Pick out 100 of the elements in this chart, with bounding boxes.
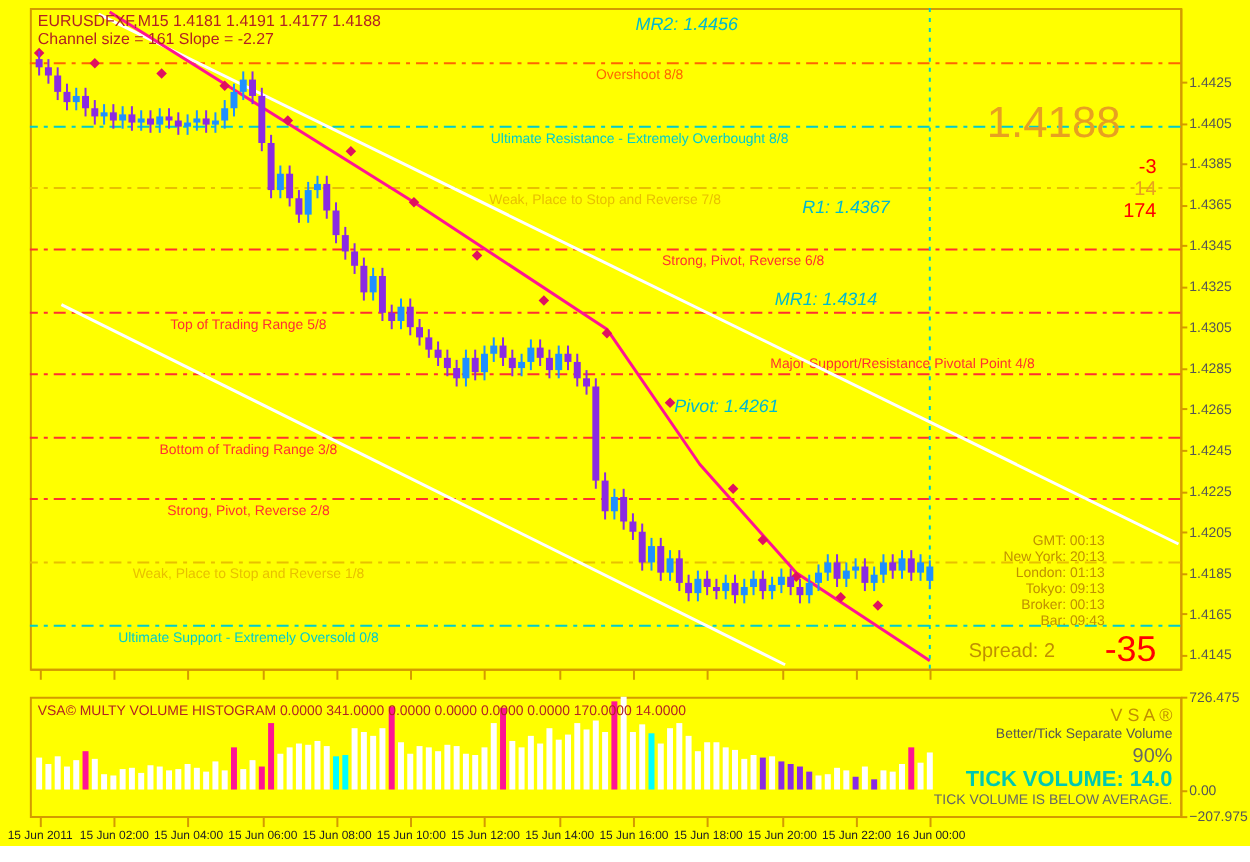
candlestick [499,336,507,368]
candlestick [230,82,238,118]
point [471,250,483,261]
candlestick [378,266,386,323]
candlestick [82,86,90,118]
candlestick [787,567,795,597]
bar [880,770,887,790]
annotation: 90% [1132,746,1173,769]
candlestick [861,557,869,593]
candlestick [397,297,405,331]
annotation: 14 [1134,179,1158,202]
candlestick [323,174,331,220]
bar [871,779,878,790]
point [727,483,739,495]
candlestick [211,111,219,134]
candlestick [295,189,303,224]
candlestick [267,133,275,200]
point [757,534,769,546]
bar [333,756,340,790]
candlestick [425,328,433,359]
bar [230,747,237,790]
candlestick [119,105,127,130]
candlestick [360,256,368,302]
candlestick [313,174,321,200]
candlestick [852,557,860,580]
candlestick [128,105,136,132]
candlestick [583,369,591,396]
bar [221,770,228,790]
annotation: TICK VOLUME: 14.0 [965,768,1173,793]
candlestick [109,103,117,130]
candlestick [341,225,349,261]
candlestick [555,344,563,380]
candlestick [629,512,637,541]
bar [82,751,89,790]
bar [277,753,284,790]
annotation: MR1: 1.4314 [774,288,878,309]
candlestick [722,573,730,601]
candlestick [907,549,915,582]
candlestick [388,303,396,331]
candlestick [184,113,192,136]
bar [769,756,776,790]
candlestick [666,549,674,582]
candlestick [369,266,377,302]
candlestick [824,553,832,582]
annotation: MR2: 1.4456 [635,13,738,34]
candlestick [694,569,702,603]
candlestick [91,99,99,126]
candlestick [759,569,767,601]
bar [490,723,497,790]
candlestick [221,99,229,130]
candlestick [527,338,535,372]
bar [778,761,785,790]
bar [861,766,868,790]
candlestick [889,553,897,580]
candlestick [870,565,878,593]
candlestick [239,70,247,102]
candlestick [545,348,553,380]
point [538,295,550,306]
candlestick [174,111,182,136]
candlestick [898,549,906,580]
candlestick [648,536,655,572]
point [345,145,357,157]
candlestick [601,471,609,521]
candlestick [276,164,284,200]
candlestick [332,201,340,245]
bar [240,769,247,790]
candlestick [712,577,720,601]
candlestick [740,577,748,605]
candlestick [518,352,526,378]
candlestick [917,553,925,582]
candlestick [63,82,71,112]
point [790,571,802,583]
candlestick [443,348,451,378]
bar [750,755,757,790]
point [601,328,613,339]
candlestick [768,575,776,601]
candlestick [100,103,108,126]
candlestick [193,109,201,132]
candlestick [638,522,646,572]
candlestick [249,70,257,106]
candlestick [156,107,164,134]
candlestick [434,340,442,368]
annotation: Spread: 2 [968,640,1056,663]
candlestick [481,344,488,382]
candlestick [508,348,516,378]
candlestick [146,109,154,134]
annotation: Pivot: 1.4261 [674,396,779,417]
candlestick [72,86,80,112]
candlestick [304,180,312,224]
point [408,197,420,208]
candlestick [44,58,52,85]
point [835,591,847,603]
candlestick [620,487,628,531]
annotation: V S A ® [1110,704,1174,725]
candlestick [453,358,461,388]
candlestick [805,573,813,605]
candlestick [777,567,785,595]
candlestick [351,242,359,275]
candlestick [165,107,173,130]
bar [852,776,859,790]
